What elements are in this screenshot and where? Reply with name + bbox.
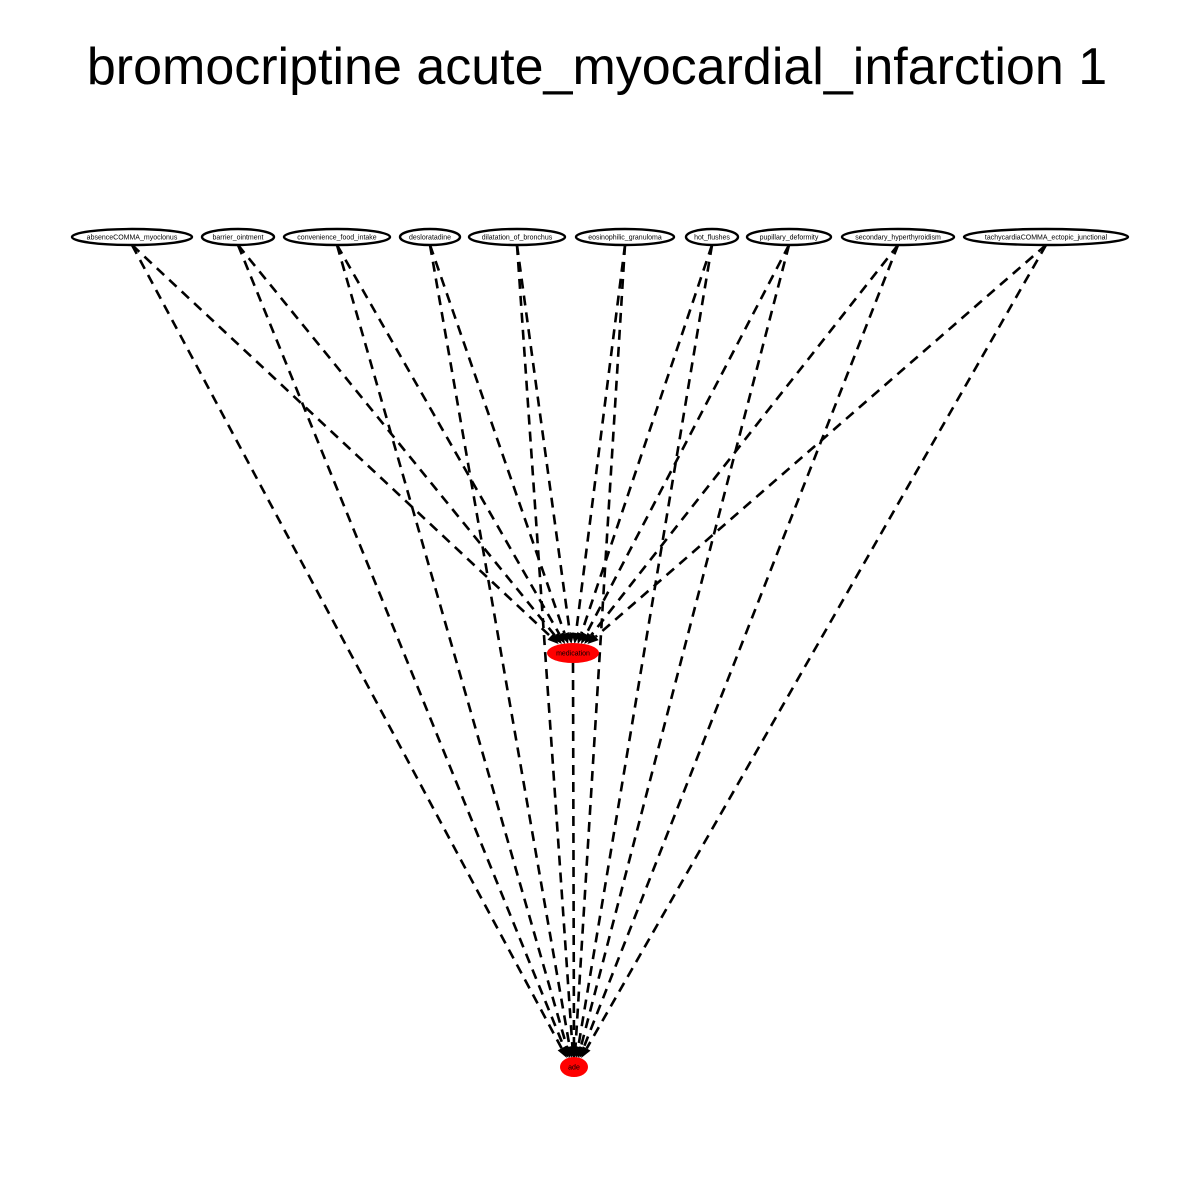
edge-eosinophilic_granuloma-to-medication — [574, 244, 627, 634]
node-tachycardiaCOMMA_ectopic_junctional-label: tachycardiaCOMMA_ectopic_junctional — [985, 235, 1108, 242]
node-medication: medication — [547, 643, 599, 663]
edge-barrier_ointment-to-ade — [236, 244, 566, 1049]
node-dilatation_of_bronchus: dilatation_of_bronchus — [467, 227, 567, 247]
node-convenience_food_intake: convenience_food_intake — [282, 227, 392, 247]
edge-tachycardiaCOMMA_ectopic_junctional-to-ade-arrowhead — [581, 1046, 591, 1058]
edge-secondary_hyperthyroidism-to-medication-arrowhead — [584, 632, 595, 644]
node-absenceCOMMA_myoclonus-label: absenceCOMMA_myoclonus — [87, 235, 178, 242]
edge-tachycardiaCOMMA_ectopic_junctional-to-medication — [594, 244, 1047, 638]
node-ade-shape — [560, 1057, 588, 1077]
node-dilatation_of_bronchus-label: dilatation_of_bronchus — [482, 235, 553, 242]
node-ade: ade — [560, 1057, 588, 1077]
node-tachycardiaCOMMA_ectopic_junctional: tachycardiaCOMMA_ectopic_junctional — [962, 227, 1130, 247]
edge-barrier_ointment-to-medication — [236, 244, 556, 637]
node-pupillary_deformity: pupillary_deformity — [745, 227, 833, 247]
node-pupillary_deformity-shape — [745, 227, 833, 247]
node-ade-label: ade — [568, 1065, 580, 1072]
node-convenience_food_intake-label: convenience_food_intake — [297, 235, 377, 242]
node-hot_flushes-label: hot_flushes — [694, 235, 730, 242]
node-eosinophilic_granuloma-shape — [574, 227, 676, 247]
edge-convenience_food_intake-to-ade — [335, 244, 569, 1048]
edge-secondary_hyperthyroidism-to-medication — [589, 244, 900, 637]
arrowhead-layer — [547, 632, 599, 1058]
edge-dilatation_of_bronchus-to-medication-arrowhead — [565, 632, 575, 644]
node-absenceCOMMA_myoclonus: absenceCOMMA_myoclonus — [70, 227, 194, 247]
edge-hot_flushes-to-ade — [576, 244, 714, 1048]
node-secondary_hyperthyroidism-label: secondary_hyperthyroidism — [855, 235, 941, 242]
edge-dilatation_of_bronchus-to-medication — [515, 244, 572, 634]
edge-eosinophilic_granuloma-to-ade — [574, 244, 627, 1048]
edge-convenience_food_intake-to-medication — [335, 244, 561, 636]
edge-pupillary_deformity-to-medication — [584, 244, 791, 635]
node-hot_flushes: hot_flushes — [684, 227, 740, 247]
node-medication-shape — [547, 643, 599, 663]
node-barrier_ointment-label: barrier_ointment — [213, 235, 264, 242]
graph-title: bromocriptine acute_myocardial_infarctio… — [87, 38, 1107, 96]
node-absenceCOMMA_myoclonus-shape — [70, 227, 194, 247]
node-medication-label: medication — [556, 651, 590, 658]
node-secondary_hyperthyroidism: secondary_hyperthyroidism — [840, 227, 956, 247]
edge-pupillary_deformity-to-ade — [579, 244, 791, 1048]
edge-absenceCOMMA_myoclonus-to-ade — [130, 244, 563, 1049]
edge-hot_flushes-to-medication — [580, 244, 714, 634]
node-eosinophilic_granuloma-label: eosinophilic_granuloma — [588, 235, 662, 242]
node-tachycardiaCOMMA_ectopic_junctional-shape — [962, 227, 1130, 247]
node-barrier_ointment: barrier_ointment — [200, 227, 276, 247]
node-desloratadine-label: desloratadine — [409, 235, 451, 242]
node-desloratadine: desloratadine — [398, 227, 462, 247]
node-hot_flushes-shape — [684, 227, 740, 247]
edge-absenceCOMMA_myoclonus-to-medication — [131, 244, 552, 638]
edge-secondary_hyperthyroidism-to-ade — [582, 244, 900, 1049]
edge-layer — [130, 244, 1048, 1050]
node-secondary_hyperthyroidism-shape — [840, 227, 956, 247]
edge-dilatation_of_bronchus-to-ade — [515, 244, 574, 1048]
edge-pupillary_deformity-to-medication-arrowhead — [581, 632, 591, 644]
node-dilatation_of_bronchus-shape — [467, 227, 567, 247]
node-desloratadine-shape — [398, 227, 462, 247]
node-eosinophilic_granuloma: eosinophilic_granuloma — [574, 227, 676, 247]
node-barrier_ointment-shape — [200, 227, 276, 247]
edge-medication-to-ade-arrowhead — [569, 1046, 579, 1058]
node-convenience_food_intake-shape — [282, 227, 392, 247]
edge-tachycardiaCOMMA_ectopic_junctional-to-ade — [585, 244, 1048, 1050]
edge-desloratadine-to-medication — [428, 244, 566, 635]
node-pupillary_deformity-label: pupillary_deformity — [760, 235, 819, 242]
node-layer: absenceCOMMA_myoclonus barrier_ointment co… — [70, 227, 1130, 1077]
edge-medication-to-ade — [571, 662, 576, 1048]
edge-tachycardiaCOMMA_ectopic_junctional-to-medication-arrowhead — [587, 633, 599, 644]
